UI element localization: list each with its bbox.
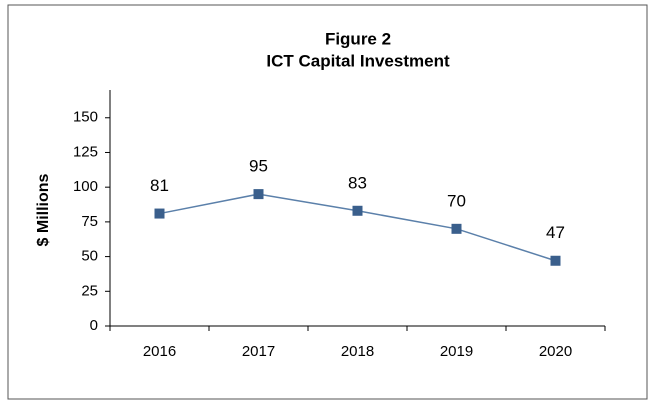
y-tick-label: 75 [81,213,98,230]
x-tick-label: 2016 [143,343,176,360]
y-tick-label: 125 [73,143,98,160]
data-label: 70 [447,191,466,210]
chart-subtitle: ICT Capital Investment [266,51,450,70]
chart-frame [7,4,648,400]
x-tick-label: 2017 [242,343,275,360]
data-label: 83 [348,173,367,192]
data-label: 95 [249,157,268,176]
data-marker [154,208,165,219]
data-marker [550,255,561,266]
x-tick-label: 2020 [539,343,572,360]
data-marker [451,223,462,234]
y-tick-label: 100 [73,178,98,195]
y-tick-label: 50 [81,248,98,265]
x-tick-label: 2018 [341,343,374,360]
chart-title: Figure 2 [325,29,391,48]
data-marker [352,205,363,216]
data-label: 47 [546,223,565,242]
data-marker [253,189,264,200]
y-tick-label: 25 [81,282,98,299]
data-label: 81 [150,176,169,195]
x-tick-label: 2019 [440,343,473,360]
y-tick-label: 150 [73,109,98,126]
y-axis-label: $ Millions [35,173,52,246]
y-tick-label: 0 [90,317,98,334]
